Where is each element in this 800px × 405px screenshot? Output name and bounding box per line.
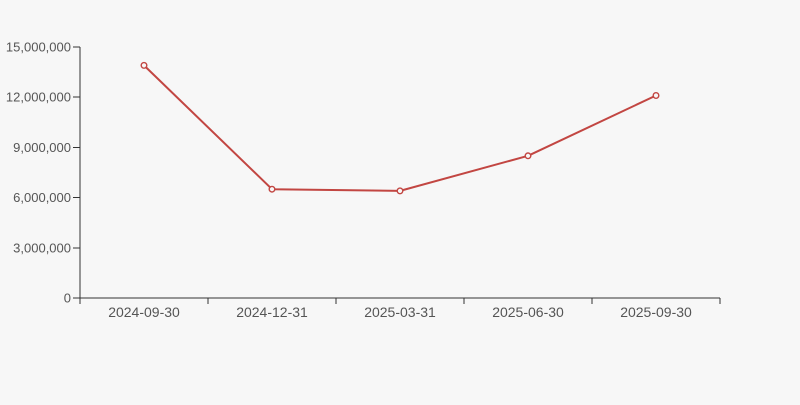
x-axis-tick-label: 2024-12-31 (236, 304, 308, 320)
x-axis-tick-label: 2025-06-30 (492, 304, 564, 320)
x-axis-tick-label: 2024-09-30 (108, 304, 180, 320)
data-point-marker (652, 91, 660, 99)
data-point-marker (524, 152, 532, 160)
y-axis-tick-label: 3,000,000 (13, 240, 71, 255)
x-axis-tick-label: 2025-09-30 (620, 304, 692, 320)
y-axis-tick-label: 9,000,000 (13, 140, 71, 155)
y-axis-tick-label: 12,000,000 (6, 90, 71, 105)
data-point-marker (140, 61, 148, 69)
y-axis-tick-label: 0 (64, 291, 71, 306)
y-axis-tick-label: 15,000,000 (6, 40, 71, 55)
y-axis-tick-label: 6,000,000 (13, 190, 71, 205)
data-point-marker (396, 187, 404, 195)
x-axis-tick-label: 2025-03-31 (364, 304, 436, 320)
data-point-marker (268, 185, 276, 193)
